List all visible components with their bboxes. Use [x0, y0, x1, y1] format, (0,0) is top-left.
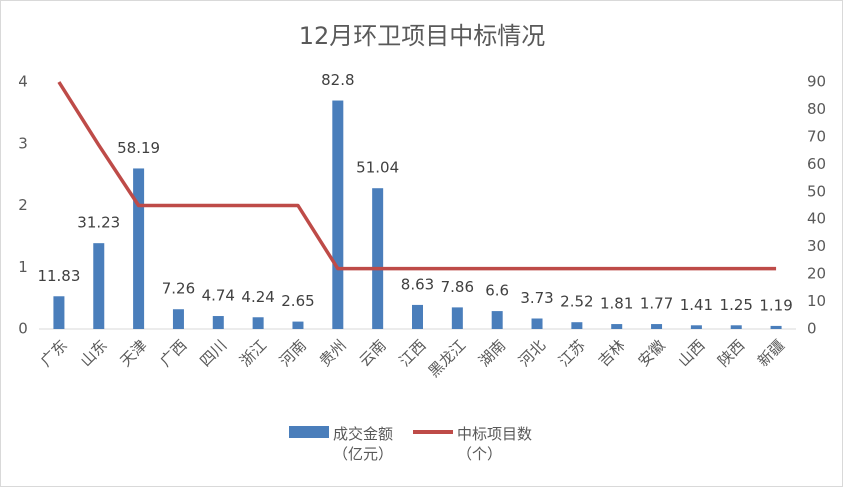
bar: [770, 325, 782, 329]
x-tick-label: 陕西: [714, 336, 748, 370]
data-label: 82.8: [321, 71, 354, 89]
bar: [651, 324, 663, 329]
y2-tick-label: 0: [807, 320, 817, 338]
x-tick-label: 江西: [396, 336, 430, 370]
bar: [412, 304, 423, 329]
x-tick-label: 新疆: [754, 336, 788, 370]
data-label: 3.73: [520, 289, 553, 307]
data-label: 1.25: [720, 296, 753, 314]
x-tick-label: 河南: [276, 336, 310, 370]
bar: [690, 325, 702, 329]
x-tick-label: 湖南: [475, 336, 509, 370]
bar: [292, 321, 304, 329]
y-tick-label: 1: [18, 258, 28, 276]
data-label: 2.65: [281, 292, 314, 310]
x-tick-label: 安徽: [635, 336, 669, 370]
y2-tick-label: 30: [807, 237, 826, 255]
x-tick-label: 吉林: [595, 336, 629, 370]
y2-tick-label: 80: [807, 100, 826, 118]
data-label: 1.19: [759, 296, 792, 314]
chart-title: 12月环卫项目中标情况: [299, 22, 546, 50]
data-label: 4.74: [202, 287, 235, 305]
data-label: 8.63: [401, 275, 434, 293]
y2-tick-label: 60: [807, 155, 826, 173]
bar: [93, 243, 105, 329]
x-tick-label: 山西: [674, 336, 708, 370]
bar: [730, 325, 742, 329]
bar: [172, 309, 184, 329]
y2-tick-label: 90: [807, 73, 826, 91]
bar: [133, 168, 145, 329]
y-tick-label: 0: [18, 320, 28, 338]
x-tick-label: 广西: [157, 336, 191, 370]
y2-tick-label: 70: [807, 127, 826, 145]
data-label: 1.41: [680, 296, 713, 314]
x-tick-label: 四川: [196, 336, 230, 370]
bar: [372, 188, 384, 329]
legend-swatch: [413, 430, 453, 434]
x-tick-label: 贵州: [316, 336, 350, 370]
data-label: 1.77: [640, 295, 673, 313]
legend-swatch: [289, 426, 329, 438]
data-label: 11.83: [37, 267, 80, 285]
y-tick-label: 2: [18, 196, 28, 214]
legend-label: 中标项目数（个）: [457, 425, 533, 463]
x-tick-label: 河北: [515, 336, 549, 370]
data-label: 58.19: [117, 139, 160, 157]
legend-label: 成交金额（亿元）: [333, 425, 394, 463]
data-label: 2.52: [560, 293, 593, 311]
y2-tick-label: 50: [807, 182, 826, 200]
data-label: 7.26: [162, 280, 195, 298]
data-label: 7.86: [441, 278, 474, 296]
y2-tick-label: 40: [807, 210, 826, 228]
x-tick-label: 云南: [356, 336, 390, 370]
bar: [252, 317, 264, 329]
data-label: 4.24: [241, 288, 274, 306]
bar: [491, 311, 503, 329]
bar: [212, 316, 224, 329]
bar: [451, 307, 463, 329]
x-tick-label: 黑龙江: [425, 336, 470, 381]
data-label: 31.23: [77, 214, 120, 232]
bar: [571, 322, 583, 329]
line: [57, 81, 777, 271]
bar: [332, 100, 344, 330]
y-tick-label: 4: [18, 73, 28, 91]
y-tick-label: 3: [18, 134, 28, 152]
bar: [531, 318, 543, 329]
x-tick-label: 广东: [37, 336, 71, 370]
x-tick-label: 浙江: [236, 336, 270, 370]
data-label: 6.6: [485, 282, 509, 300]
data-label: 51.04: [356, 159, 399, 177]
x-tick-label: 天津: [117, 336, 151, 370]
y2-tick-label: 20: [807, 265, 826, 283]
bar: [611, 324, 623, 329]
x-tick-label: 江苏: [555, 336, 589, 370]
data-label: 1.81: [600, 295, 633, 313]
bar: [53, 296, 65, 329]
x-tick-label: 山东: [77, 336, 111, 370]
y2-tick-label: 10: [807, 292, 826, 310]
